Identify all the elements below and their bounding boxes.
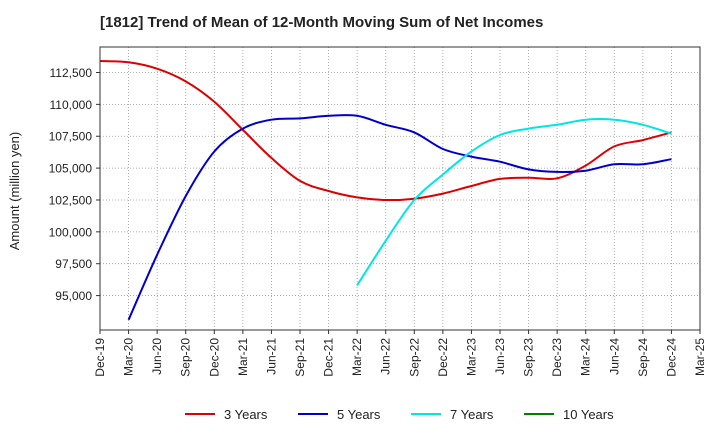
legend-label: 7 Years	[450, 407, 494, 422]
x-tick-label: Jun-20	[150, 338, 164, 375]
x-tick-label: Jun-24	[607, 338, 621, 375]
y-axis-ticks: 95,000 97,500 100,000 102,500 105,000 107,500…	[49, 66, 100, 303]
x-tick-label: Dec-20	[207, 338, 221, 377]
y-tick-label: 102,500	[49, 193, 93, 207]
x-tick-label: Sep-22	[407, 338, 421, 377]
series-line-3	[356, 118, 672, 286]
x-tick-label: Dec-19	[93, 338, 107, 377]
legend: 3 Years 5 Years 7 Years 10 Years	[185, 407, 614, 422]
legend-label: 10 Years	[563, 407, 614, 422]
x-tick-label: Mar-23	[464, 338, 478, 376]
x-tick-label: Jun-22	[379, 338, 393, 375]
chart-title: [1812] Trend of Mean of 12-Month Moving …	[100, 14, 544, 31]
x-tick-label: Jun-23	[493, 338, 507, 375]
x-tick-label: Dec-24	[664, 338, 678, 377]
x-tick-label: Mar-21	[236, 338, 250, 376]
x-tick-label: Mar-20	[122, 338, 136, 376]
series-line-1	[99, 60, 672, 202]
plot-area-frame	[99, 46, 701, 331]
x-tick-label: Sep-23	[522, 338, 536, 377]
grid	[99, 47, 701, 330]
y-tick-label: 107,500	[49, 130, 93, 144]
x-tick-label: Mar-22	[350, 338, 364, 376]
x-tick-label: Dec-23	[550, 338, 564, 377]
series-line-2	[127, 114, 672, 321]
y-axis-label: Amount (million yen)	[7, 132, 22, 251]
x-tick-label: Sep-21	[293, 338, 307, 377]
legend-label: 3 Years	[224, 407, 268, 422]
x-axis-ticks: Dec-19 Mar-20 Jun-20 Sep-20 Dec-20 Mar-21 Jun-…	[93, 330, 707, 377]
y-tick-label: 110,000	[50, 98, 93, 112]
x-tick-label: Dec-21	[322, 338, 336, 377]
x-tick-label: Jun-21	[264, 338, 278, 375]
x-tick-label: Mar-24	[579, 338, 593, 376]
y-tick-label: 95,000	[55, 289, 92, 303]
x-tick-label: Dec-22	[436, 338, 450, 377]
series-lines	[99, 60, 672, 321]
x-tick-label: Sep-20	[179, 338, 193, 377]
y-tick-label: 100,000	[49, 225, 93, 239]
y-tick-label: 112,500	[50, 66, 93, 80]
x-tick-label: Sep-24	[636, 338, 650, 377]
y-tick-label: 105,000	[49, 162, 93, 176]
x-tick-label: Mar-25	[693, 338, 707, 376]
y-tick-label: 97,500	[55, 257, 92, 271]
legend-label: 5 Years	[337, 407, 381, 422]
